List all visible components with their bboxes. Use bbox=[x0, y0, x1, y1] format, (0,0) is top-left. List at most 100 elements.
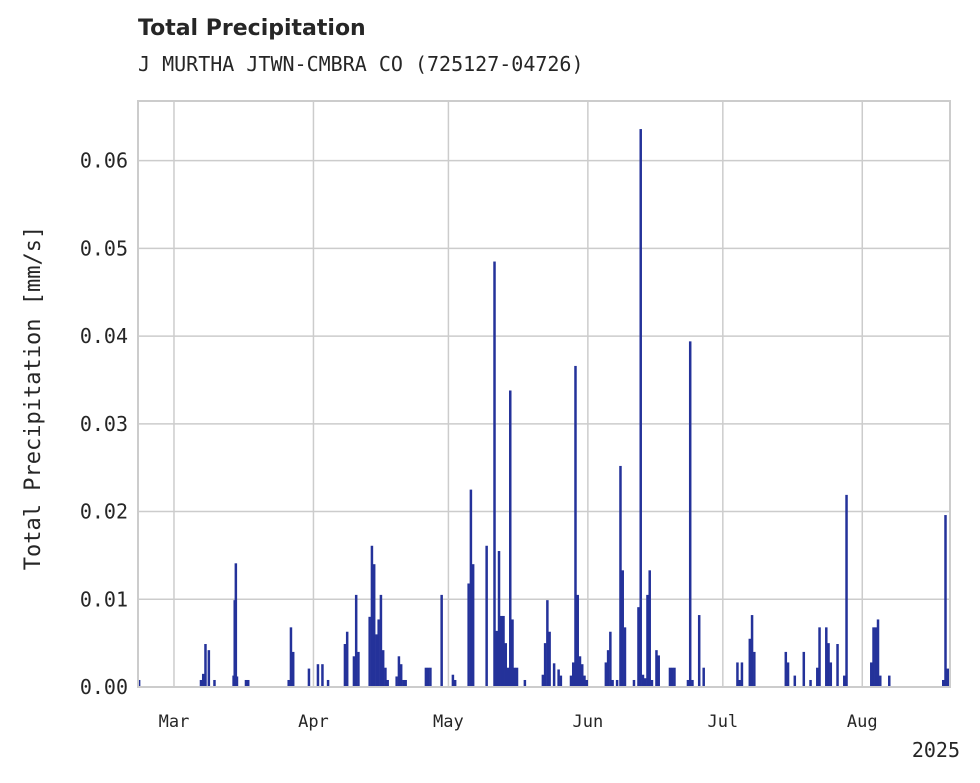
precip-bar bbox=[818, 627, 821, 687]
y-tick-label: 0.05 bbox=[80, 236, 128, 260]
precip-bar bbox=[495, 630, 499, 687]
precip-bar bbox=[557, 669, 560, 687]
precip-bar bbox=[574, 365, 577, 687]
x-tick-label: Jul bbox=[707, 712, 738, 732]
precip-bar bbox=[343, 644, 347, 687]
precip-bar bbox=[569, 675, 573, 687]
precip-bar bbox=[802, 651, 806, 687]
precip-bar bbox=[548, 631, 551, 687]
precip-bar bbox=[736, 662, 739, 687]
precip-bar bbox=[641, 674, 645, 687]
bar-series bbox=[137, 129, 950, 688]
precip-bar bbox=[571, 662, 575, 687]
precip-bar bbox=[404, 679, 407, 687]
precip-bar bbox=[580, 664, 584, 687]
precip-bar bbox=[583, 675, 586, 687]
x-axis-ticks: Mar Apr May Jun Jul Aug bbox=[159, 712, 878, 732]
precip-bar bbox=[606, 650, 610, 687]
x-tick-label: Mar bbox=[159, 712, 190, 732]
precip-bar bbox=[201, 673, 205, 687]
precip-bar bbox=[199, 679, 203, 687]
precip-bar bbox=[578, 656, 582, 687]
precip-bar bbox=[829, 662, 833, 687]
precip-bar bbox=[511, 619, 514, 687]
x-axis-year-label: 2025 bbox=[912, 738, 960, 762]
precip-bar bbox=[500, 615, 503, 687]
precip-bar bbox=[497, 551, 501, 687]
x-tick-label: Aug bbox=[847, 712, 878, 732]
precip-bar bbox=[515, 667, 519, 687]
precip-bar bbox=[506, 667, 510, 687]
chart-title: Total Precipitation bbox=[138, 16, 366, 41]
precip-bar bbox=[646, 594, 649, 687]
y-tick-label: 0.00 bbox=[80, 675, 128, 699]
precip-bar bbox=[368, 616, 371, 687]
precip-bar bbox=[244, 679, 248, 687]
precip-bar bbox=[234, 563, 238, 687]
precip-bar bbox=[453, 679, 457, 687]
precip-bar bbox=[440, 594, 443, 687]
precip-bar bbox=[615, 679, 619, 687]
precip-bar bbox=[469, 489, 473, 687]
x-tick-label: Jun bbox=[573, 712, 604, 732]
precip-bar bbox=[467, 583, 470, 687]
precip-bar bbox=[650, 679, 654, 687]
precip-bar bbox=[845, 494, 848, 687]
precip-bar bbox=[604, 662, 608, 687]
y-tick-label: 0.01 bbox=[80, 587, 128, 611]
precip-bar bbox=[316, 664, 320, 687]
plot-frame bbox=[137, 100, 951, 688]
precip-bar bbox=[509, 390, 512, 687]
y-axis-label: Total Precipitation [mm/s] bbox=[21, 226, 46, 570]
precip-bar bbox=[697, 615, 701, 687]
grid-lines bbox=[138, 101, 950, 688]
precip-bar bbox=[668, 667, 672, 687]
precip-bar bbox=[357, 651, 360, 687]
precip-bar bbox=[485, 545, 488, 687]
y-tick-label: 0.03 bbox=[80, 412, 128, 436]
precip-bar bbox=[639, 129, 642, 688]
precip-bar bbox=[559, 675, 563, 687]
y-axis-ticks: 0.00 0.01 0.02 0.03 0.04 0.05 0.06 bbox=[80, 149, 128, 699]
precip-bar bbox=[370, 545, 374, 687]
precip-bar bbox=[395, 676, 398, 687]
precip-bar bbox=[541, 674, 545, 687]
x-tick-label: Apr bbox=[298, 712, 329, 732]
y-tick-label: 0.02 bbox=[80, 500, 128, 524]
precip-bar bbox=[632, 679, 636, 687]
y-tick-label: 0.06 bbox=[80, 149, 128, 173]
precip-bar bbox=[354, 594, 358, 687]
precip-bar bbox=[686, 679, 690, 687]
precip-bar bbox=[352, 656, 356, 687]
precip-bar bbox=[809, 679, 812, 687]
precip-bar bbox=[740, 662, 744, 687]
precip-bar bbox=[784, 651, 788, 687]
precip-bar bbox=[493, 261, 496, 687]
precip-bar bbox=[648, 570, 651, 687]
precip-bar bbox=[576, 594, 579, 687]
precip-bar bbox=[825, 627, 828, 687]
precip-bar bbox=[345, 631, 349, 687]
precip-bar bbox=[843, 675, 846, 687]
precip-bar bbox=[688, 341, 692, 687]
precip-bar bbox=[381, 650, 385, 687]
y-tick-label: 0.04 bbox=[80, 324, 128, 348]
precip-bar bbox=[827, 643, 830, 687]
precip-bar bbox=[738, 679, 741, 687]
precip-bar bbox=[397, 656, 401, 687]
precip-bar bbox=[793, 675, 797, 687]
precip-bar bbox=[426, 667, 430, 687]
precip-bar bbox=[289, 627, 293, 687]
precip-bar bbox=[513, 667, 517, 687]
precip-bar bbox=[471, 564, 475, 687]
precip-bar bbox=[399, 664, 403, 687]
precip-bar bbox=[213, 679, 216, 687]
precip-bar bbox=[379, 594, 383, 687]
precip-bar bbox=[816, 667, 819, 687]
precip-bar bbox=[643, 678, 647, 687]
precip-bar bbox=[377, 619, 380, 687]
chart-subtitle: J MURTHA JTWN-CMBRA CO (725127-04726) bbox=[138, 52, 584, 76]
precip-bar bbox=[384, 667, 387, 687]
precip-bar bbox=[235, 676, 239, 687]
precip-bar bbox=[307, 668, 311, 687]
